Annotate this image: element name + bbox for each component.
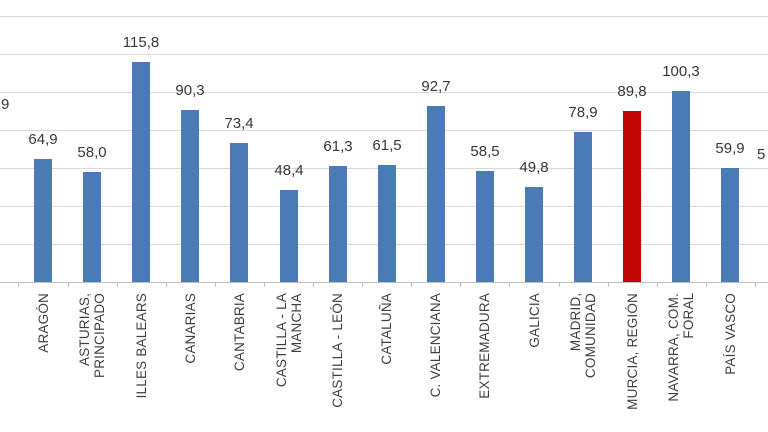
category-axis-label: ILLES BALEARS (134, 293, 149, 399)
bar-value-label: 64,9 (28, 131, 58, 148)
chart-bar (476, 171, 494, 282)
chart-bar (132, 62, 150, 282)
axis-tick (68, 282, 69, 287)
bar-value-label: 48,4 (274, 162, 304, 179)
axis-tick (411, 282, 412, 287)
bar-value-label: 92,7 (421, 78, 451, 95)
category-axis-label: CASTILLA - LEÓN (330, 293, 345, 408)
axis-tick (509, 282, 510, 287)
category-axis-label: EXTREMADURA (477, 293, 492, 399)
chart-bar (427, 106, 445, 282)
bar-value-label: 59,9 (715, 140, 745, 157)
axis-tick (755, 282, 756, 287)
x-axis (0, 282, 768, 283)
axis-tick (18, 282, 19, 287)
axis-tick (657, 282, 658, 287)
category-axis-label: ASTURIAS, PRINCIPADO (77, 293, 107, 379)
chart-bar (574, 132, 592, 282)
axis-tick (608, 282, 609, 287)
axis-tick (264, 282, 265, 287)
axis-tick (117, 282, 118, 287)
chart-bar (34, 159, 52, 282)
bar-value-label: 89,8 (617, 83, 647, 100)
category-axis-label: C. VALENCIANA (428, 293, 443, 398)
bar-value-label: 115,8 (122, 34, 160, 51)
chart-bar (721, 168, 739, 282)
axis-tick (460, 282, 461, 287)
chart-bar (83, 172, 101, 282)
axis-tick (362, 282, 363, 287)
axis-tick (215, 282, 216, 287)
chart-bar (525, 187, 543, 282)
category-axis-label: CATALUÑA (379, 293, 394, 365)
clipped-value-fragment-left: 9 (1, 96, 10, 113)
bar-value-label: 49,8 (519, 159, 549, 176)
category-axis-label: MURCIA, REGIÓN (625, 293, 640, 410)
chart-bar (181, 110, 199, 282)
category-axis-label: GALICIA (527, 293, 542, 348)
bar-value-label: 61,5 (372, 137, 402, 154)
bar-value-label: 100,3 (662, 63, 700, 80)
category-axis-label: CASTILLA - LA MANCHA (274, 293, 304, 388)
category-axis-label: CANARIAS (183, 293, 198, 364)
gridline (0, 130, 768, 131)
bar-value-label: 78,9 (568, 104, 598, 121)
category-axis-label: ARAGÓN (36, 293, 51, 353)
gridline (0, 92, 768, 93)
gridline (0, 54, 768, 55)
bar-value-label: 90,3 (175, 82, 205, 99)
bar-value-label: 61,3 (323, 138, 353, 155)
axis-tick (559, 282, 560, 287)
chart-bar (378, 165, 396, 282)
chart-bar (672, 91, 690, 282)
category-axis-label: MADRID, COMUNIDAD (568, 293, 598, 379)
axis-tick (706, 282, 707, 287)
clipped-value-fragment-right: 5 (757, 146, 766, 163)
category-axis-label: PAÍS VASCO (723, 293, 738, 375)
axis-tick (313, 282, 314, 287)
bar-value-label: 73,4 (224, 115, 254, 132)
bar-value-label: 58,0 (77, 144, 107, 161)
category-axis-label: NAVARRA, COM. FORAL (666, 293, 696, 402)
axis-tick (166, 282, 167, 287)
chart-bar (230, 143, 248, 282)
chart-bar (329, 166, 347, 282)
category-axis-label: CANTABRIA (232, 293, 247, 372)
gridline (0, 16, 768, 17)
bar-value-label: 58,5 (470, 143, 500, 160)
chart-bar (280, 190, 298, 282)
chart-bar-highlighted (623, 111, 641, 282)
